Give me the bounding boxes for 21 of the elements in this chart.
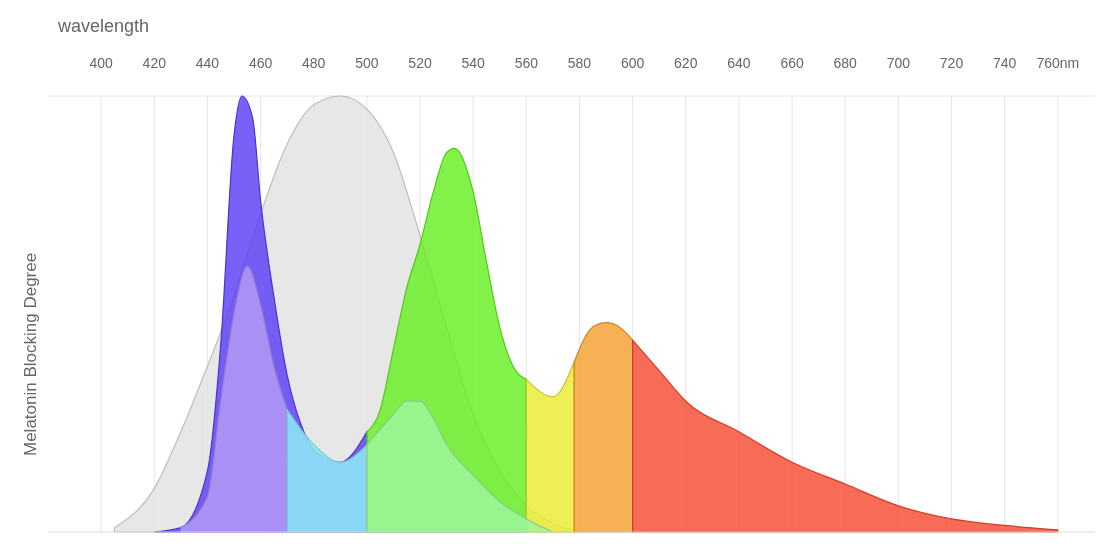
x-tick-label: 680 xyxy=(833,55,858,71)
x-tick-label: 480 xyxy=(302,55,326,71)
x-tick-label: 740 xyxy=(992,55,1017,71)
x-tick-label: 500 xyxy=(355,55,379,71)
x-tick-label: 520 xyxy=(408,55,432,71)
x-tick-label: 700 xyxy=(886,55,911,71)
x-tick-label: 600 xyxy=(620,55,645,71)
x-tick-label: 440 xyxy=(195,55,220,71)
x-tick-label: 560 xyxy=(514,55,539,71)
x-tick-label: 580 xyxy=(567,55,592,71)
x-tick-label: 400 xyxy=(89,55,114,71)
x-axis-title: wavelength xyxy=(57,16,150,36)
x-tick-label: 720 xyxy=(939,55,964,71)
x-tick-label: 420 xyxy=(142,55,167,71)
x-tick-label: 460 xyxy=(248,55,273,71)
x-tick-label: 760nm xyxy=(1036,55,1080,71)
x-tick-label: 540 xyxy=(461,55,486,71)
x-tick-label: 640 xyxy=(727,55,751,71)
x-tick-label: 660 xyxy=(780,55,804,71)
y-axis-title: Melatonin Blocking Degree xyxy=(21,252,40,456)
x-tick-label: 620 xyxy=(674,55,698,71)
